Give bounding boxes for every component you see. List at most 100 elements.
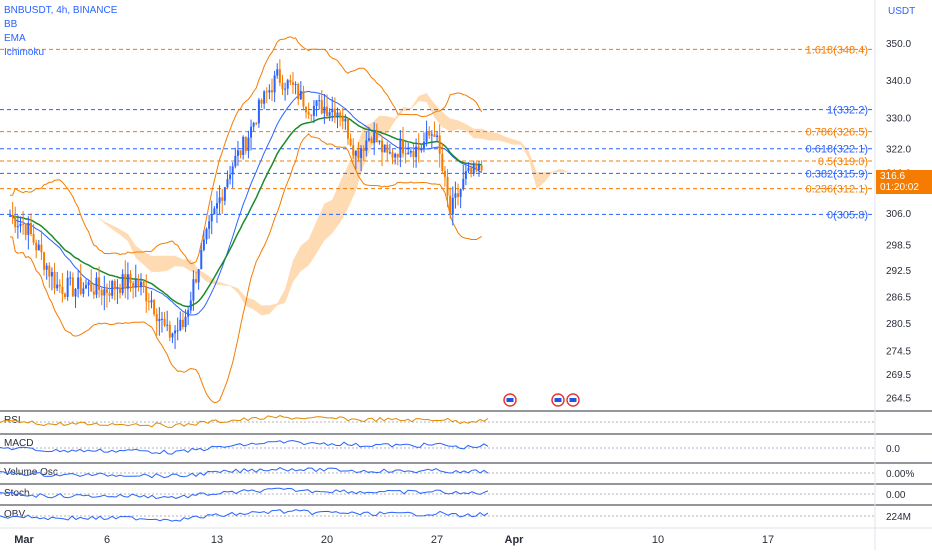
candle-body[interactable] [168,324,171,338]
candle-body[interactable] [430,134,433,136]
candle-body[interactable] [90,282,93,292]
candle-body[interactable] [69,277,72,279]
candle-body[interactable] [202,239,205,250]
candle-body[interactable] [297,83,300,100]
candle-body[interactable] [333,108,336,118]
candle-body[interactable] [470,167,473,174]
candle-body[interactable] [459,189,462,197]
candle-body[interactable] [43,252,46,270]
candle-body[interactable] [312,105,315,116]
candle-body[interactable] [66,277,69,297]
candle-body[interactable] [399,139,402,158]
candle-body[interactable] [163,318,166,326]
candle-body[interactable] [307,112,310,115]
candle-body[interactable] [124,274,127,289]
candle-body[interactable] [45,265,48,270]
candle-body[interactable] [354,150,357,156]
candle-body[interactable] [195,279,198,283]
candle-body[interactable] [247,137,250,151]
candle-body[interactable] [446,176,449,196]
candle-body[interactable] [294,83,297,85]
candle-body[interactable] [234,155,237,167]
candle-body[interactable] [179,319,182,331]
candle-body[interactable] [341,115,344,122]
candle-body[interactable] [236,150,239,156]
candle-body[interactable] [352,145,355,156]
candle-body[interactable] [336,112,339,118]
candle-body[interactable] [92,291,95,295]
candle-body[interactable] [383,144,386,153]
candle-body[interactable] [221,197,224,201]
candle-body[interactable] [87,282,90,286]
candle-body[interactable] [409,151,412,153]
candle-body[interactable] [425,131,428,142]
candle-body[interactable] [451,197,454,215]
candle-body[interactable] [475,163,478,170]
candle-body[interactable] [472,163,475,174]
candle-body[interactable] [56,284,59,289]
candle-body[interactable] [98,277,101,291]
candle-body[interactable] [137,279,140,287]
candle-body[interactable] [271,90,273,93]
candle-body[interactable] [239,150,242,156]
candle-body[interactable] [263,91,266,104]
candle-body[interactable] [116,288,119,290]
candle-body[interactable] [187,310,190,317]
candle-body[interactable] [19,223,22,227]
candle-body[interactable] [260,99,263,104]
candle-body[interactable] [176,330,179,332]
candle-body[interactable] [286,80,289,89]
candle-body[interactable] [433,134,436,137]
time-axis[interactable]: Mar 6 13 20 27 Apr 10 17 [0,527,932,546]
candle-body[interactable] [436,135,439,137]
candle-body[interactable] [160,318,163,320]
candle-body[interactable] [302,90,305,107]
candle-body[interactable] [184,316,187,328]
candle-body[interactable] [394,153,397,158]
candle-body[interactable] [386,144,389,153]
candle-body[interactable] [454,193,457,198]
candle-body[interactable] [218,197,221,204]
candle-body[interactable] [462,178,465,190]
candle-body[interactable] [140,281,142,287]
candle-body[interactable] [323,106,326,114]
candle-body[interactable] [284,88,287,90]
candle-body[interactable] [48,265,51,277]
candle-body[interactable] [32,233,35,243]
price-axis[interactable]: USDT350.0340.0330.0322.0316.0306.0298.52… [874,0,915,550]
candle-body[interactable] [310,114,313,116]
candle-body[interactable] [226,179,229,188]
candle-body[interactable] [22,223,25,225]
candle-body[interactable] [305,106,308,113]
symbol-title[interactable]: BNBUSDT, 4h, BINANCE [4,5,118,16]
candle-body[interactable] [381,140,384,153]
candle-body[interactable] [415,146,418,158]
candle-body[interactable] [100,290,103,296]
candle-body[interactable] [331,108,334,113]
candle-body[interactable] [367,138,370,141]
candle-body[interactable] [37,244,40,251]
candle-body[interactable] [16,226,19,228]
candles[interactable] [9,59,483,350]
legend-bb[interactable]: BB [4,19,18,30]
candle-body[interactable] [443,170,446,177]
candle-body[interactable] [153,300,156,315]
candle-body[interactable] [289,80,292,83]
candle-body[interactable] [365,140,368,151]
event-markers[interactable] [503,393,580,407]
candle-body[interactable] [441,153,444,171]
candle-body[interactable] [422,141,425,149]
candle-body[interactable] [71,277,74,297]
candle-body[interactable] [396,153,399,158]
candle-body[interactable] [189,300,192,311]
candle-body[interactable] [318,100,321,102]
candle-body[interactable] [244,136,247,151]
candle-body[interactable] [84,285,87,289]
candle-body[interactable] [40,244,43,253]
candle-body[interactable] [268,90,271,93]
candle-body[interactable] [378,140,381,143]
candle-body[interactable] [346,118,349,139]
candle-body[interactable] [320,100,323,114]
candle-body[interactable] [147,301,150,303]
